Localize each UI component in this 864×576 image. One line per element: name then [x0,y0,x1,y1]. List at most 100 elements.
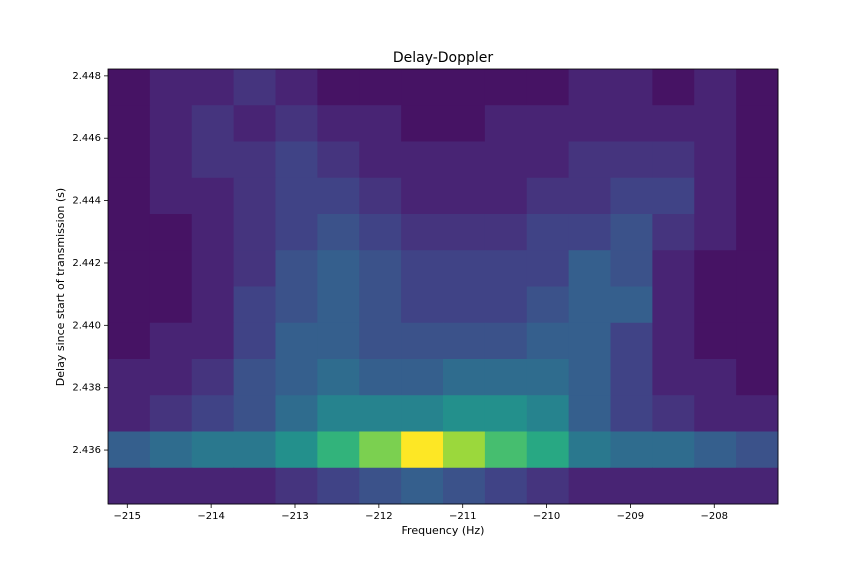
heat-cell [359,286,402,324]
heat-cell [568,177,611,215]
heat-cell [275,431,318,469]
heat-cell [736,467,779,505]
heat-cell [610,105,653,142]
heat-cell [401,250,444,287]
heat-cell [694,286,737,324]
heat-cell [149,431,193,469]
x-tick-label: −209 [617,511,644,522]
heat-cell [191,177,235,215]
heat-cell [610,322,653,360]
heat-cell [736,214,779,251]
heat-cell [359,214,402,251]
heat-cell [275,250,318,287]
heat-cell [568,250,611,287]
heat-cell [652,322,695,360]
heat-cell [736,395,779,432]
heat-cell [526,286,570,324]
y-tick-label: 2.446 [72,133,101,144]
heat-cell [401,395,444,432]
heat-cell [149,177,193,215]
heat-cell [275,286,318,324]
heat-cell [652,286,695,324]
heat-cell [191,286,235,324]
chart-title: Delay-Doppler [393,50,494,66]
heat-cell [317,250,360,287]
heat-cell [736,359,779,396]
heat-cell [149,250,193,287]
heat-cell [652,250,695,287]
heat-cell [736,69,779,106]
x-tick-label: −213 [281,511,308,522]
heat-cell [275,322,318,360]
heat-cell [443,322,486,360]
heat-cell [443,286,486,324]
heat-cell [526,395,570,432]
heat-cell [484,250,528,287]
heat-cell [191,359,235,396]
heat-cell [359,395,402,432]
heat-cell [736,322,779,360]
heat-cell [233,177,276,215]
heat-cell [275,359,318,396]
heat-cell [694,322,737,360]
heat-cell [317,395,360,432]
y-tick-label: 2.448 [72,71,101,82]
heat-cell [149,359,193,396]
heat-cell [484,467,528,505]
heat-cell [191,250,235,287]
heat-cell [526,359,570,396]
heat-cell [610,177,653,215]
heat-cell [317,69,360,106]
heat-cell [526,431,570,469]
heat-cell [694,395,737,432]
heat-cell [149,69,193,106]
heat-cell [694,105,737,142]
heat-cell [108,395,151,432]
heat-cell [610,395,653,432]
heat-cell [401,286,444,324]
heat-cell [526,69,570,106]
heat-cell [359,359,402,396]
heat-cell [484,105,528,142]
heat-cell [443,141,486,179]
heat-cell [526,250,570,287]
heat-cell [275,214,318,251]
y-axis-label: Delay since start of transmission (s) [54,188,67,386]
heat-cell [526,105,570,142]
heat-cell [191,105,235,142]
heat-cell [401,359,444,396]
heat-cell [610,250,653,287]
heat-cell [108,105,151,142]
heat-cell [652,431,695,469]
heat-cell [233,214,276,251]
x-axis-label: Frequency (Hz) [402,524,485,537]
heat-cell [275,141,318,179]
heat-cell [359,177,402,215]
heat-cell [610,141,653,179]
heat-cell [191,141,235,179]
heat-cell [610,214,653,251]
heat-cell [443,395,486,432]
heat-cell [443,214,486,251]
heat-cell [108,467,151,505]
heat-cell [108,250,151,287]
heat-cell [233,141,276,179]
heat-cell [191,431,235,469]
plot-frame [107,68,779,505]
heat-cell [694,141,737,179]
heat-cell [108,359,151,396]
heat-cell [484,431,528,469]
heat-cell [568,431,611,469]
x-tick-label: −215 [114,511,141,522]
heat-cell [191,322,235,360]
heat-cell [317,467,360,505]
heat-cell [443,431,486,469]
heat-cell [526,322,570,360]
heat-cell [443,105,486,142]
heat-cell [149,286,193,324]
heat-cell [610,286,653,324]
heat-cell [610,467,653,505]
heat-cell [233,105,276,142]
